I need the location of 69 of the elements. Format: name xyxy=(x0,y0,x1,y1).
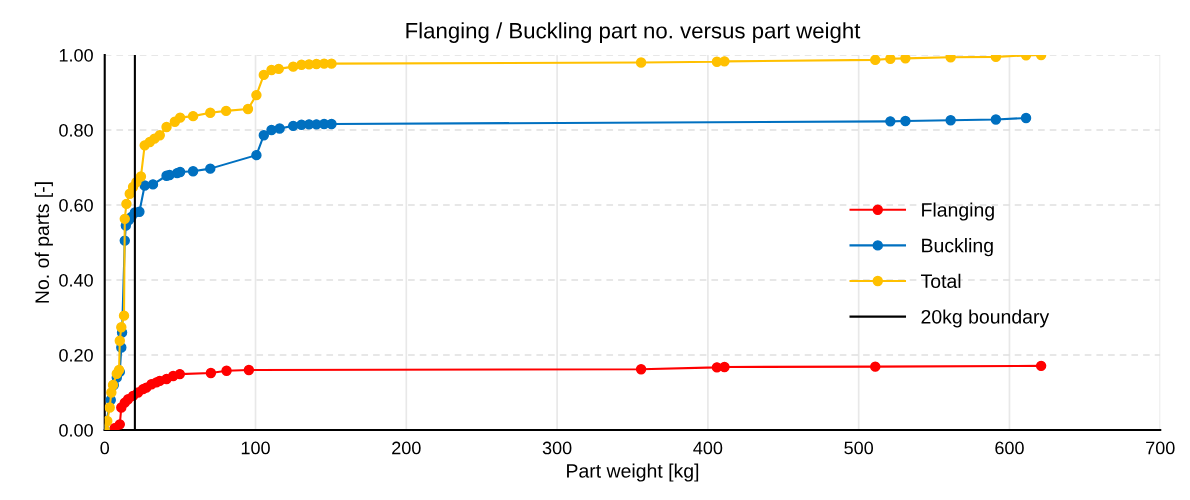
point xyxy=(635,364,647,375)
point xyxy=(221,365,232,376)
point xyxy=(147,179,159,190)
point xyxy=(251,149,262,161)
point xyxy=(243,364,255,376)
point xyxy=(870,361,881,372)
point xyxy=(119,213,130,225)
point xyxy=(116,322,127,333)
x-tick-label: 700 xyxy=(1146,441,1175,455)
point xyxy=(635,57,647,68)
point xyxy=(174,368,186,380)
y-tick-label: 0.20 xyxy=(59,348,93,362)
point xyxy=(900,115,911,127)
point xyxy=(118,310,130,321)
point xyxy=(719,361,730,373)
x-tick-label: 500 xyxy=(844,441,874,455)
point xyxy=(900,55,911,64)
point xyxy=(326,58,337,69)
legend-label: 20kg boundary xyxy=(921,309,1050,328)
x-tick-label: 100 xyxy=(241,441,270,455)
point xyxy=(242,103,254,115)
point xyxy=(187,110,199,122)
y-tick-label: 1.00 xyxy=(59,48,93,62)
legend-label: Flanging xyxy=(922,202,994,221)
x-tick-label: 300 xyxy=(542,441,572,455)
point xyxy=(174,112,186,123)
point xyxy=(945,55,956,63)
legend-label: Buckling xyxy=(922,238,993,257)
point xyxy=(1020,112,1032,124)
y-axis-title: No. of parts [-] xyxy=(34,182,53,303)
y-tick-label: 0.80 xyxy=(59,123,93,137)
chart-title: Flanging / Buckling part no. versus part weight xyxy=(406,22,861,43)
y-tick-label: 0.40 xyxy=(59,273,93,287)
point xyxy=(114,335,126,346)
point xyxy=(885,55,896,64)
point xyxy=(990,114,1002,125)
point xyxy=(258,69,270,81)
point xyxy=(161,121,172,133)
x-tick-label: 200 xyxy=(392,441,421,455)
point xyxy=(870,55,881,66)
point xyxy=(287,120,299,132)
point xyxy=(945,115,956,126)
point xyxy=(274,123,285,134)
x-tick-label: 400 xyxy=(693,441,723,455)
point xyxy=(326,118,337,130)
point xyxy=(287,61,299,72)
point xyxy=(885,116,896,127)
point xyxy=(104,402,115,413)
point xyxy=(273,63,284,75)
point xyxy=(135,171,147,182)
point xyxy=(104,415,113,427)
point xyxy=(121,198,132,210)
point xyxy=(187,166,199,177)
y-tick-label: 0.60 xyxy=(59,198,93,212)
x-tick-label: 600 xyxy=(995,441,1024,455)
point xyxy=(205,163,216,174)
legend-label: Total xyxy=(920,273,961,289)
x-tick-label: 0 xyxy=(100,441,110,455)
point xyxy=(258,130,270,141)
point xyxy=(719,56,730,67)
point xyxy=(205,107,216,118)
point xyxy=(251,89,262,101)
point xyxy=(154,130,165,141)
y-tick-label: 0.00 xyxy=(59,423,93,437)
x-axis-title: Part weight [kg] xyxy=(567,463,699,482)
point xyxy=(205,367,217,379)
point xyxy=(220,105,232,117)
point xyxy=(1035,360,1047,372)
point xyxy=(114,419,126,430)
